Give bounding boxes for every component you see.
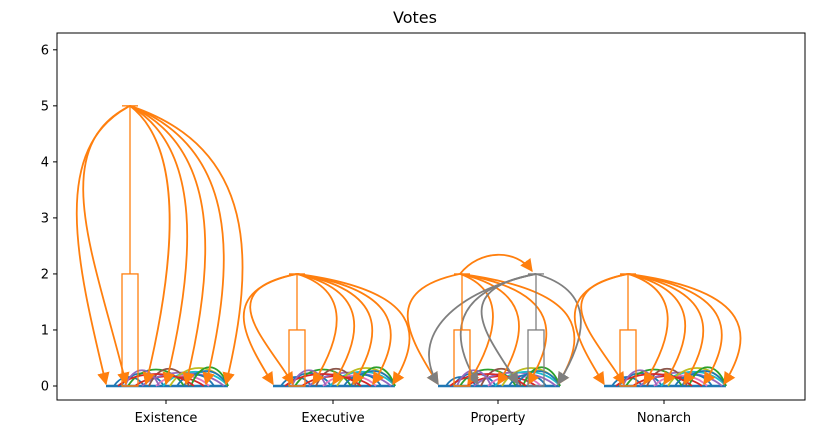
arrow-arc xyxy=(627,273,687,386)
baseline-arc xyxy=(127,368,185,387)
arrow-arc xyxy=(82,105,131,386)
plot-frame xyxy=(56,32,806,401)
x-tick-label: Existence xyxy=(135,411,198,426)
arc-layer xyxy=(75,104,742,388)
arrow-arc xyxy=(129,105,189,386)
arrow-arc xyxy=(249,273,298,386)
arrow-arc xyxy=(480,273,537,386)
arrow-arc xyxy=(129,104,244,386)
baseline-arc xyxy=(322,374,377,387)
x-tick-label: Property xyxy=(470,411,525,426)
arrow-arc xyxy=(296,273,374,386)
arrow-arc xyxy=(580,273,629,386)
arrow-arc xyxy=(627,273,669,386)
y-tick-label: 4 xyxy=(41,155,49,170)
y-tick-label: 0 xyxy=(41,379,49,394)
box-body xyxy=(121,273,139,387)
arrow-arc xyxy=(627,273,705,386)
y-tick-label: 2 xyxy=(41,267,49,282)
axes-layer: 0 1 2 3 4 5 6 Existence Executive Property Nonarch xyxy=(41,32,806,426)
arrow-arc xyxy=(129,105,225,386)
arrow-arc xyxy=(129,105,171,386)
arrow-arc xyxy=(459,273,548,386)
y-tick-label: 5 xyxy=(41,99,49,114)
arrow-arc xyxy=(627,273,742,386)
arrow-arc xyxy=(406,273,461,386)
arrow-arc xyxy=(296,273,411,386)
y-tick-label: 1 xyxy=(41,323,49,338)
arrow-arc xyxy=(296,273,392,386)
chart-title: Votes xyxy=(393,8,437,27)
arrow-arc xyxy=(535,273,582,386)
baseline-arc xyxy=(522,366,561,387)
x-tick-label: Nonarch xyxy=(637,411,691,426)
arrow-arc xyxy=(459,253,533,275)
arrow-arc xyxy=(426,273,537,386)
arrow-arc xyxy=(129,105,207,386)
arrow-arc xyxy=(296,273,338,386)
baseline-arc xyxy=(456,369,492,387)
arrow-arc xyxy=(459,273,494,386)
box-layer xyxy=(121,105,637,387)
arrow-arc xyxy=(296,273,356,386)
baseline-arc xyxy=(294,368,352,387)
baseline-arc xyxy=(625,368,683,387)
baseline-arc xyxy=(653,374,708,387)
x-tick-label: Executive xyxy=(301,411,364,426)
y-tick-label: 6 xyxy=(41,43,49,58)
baseline-arc xyxy=(449,373,527,387)
arrow-arc xyxy=(627,273,723,386)
y-tick-label: 3 xyxy=(41,211,49,226)
arrow-arc xyxy=(459,273,537,386)
